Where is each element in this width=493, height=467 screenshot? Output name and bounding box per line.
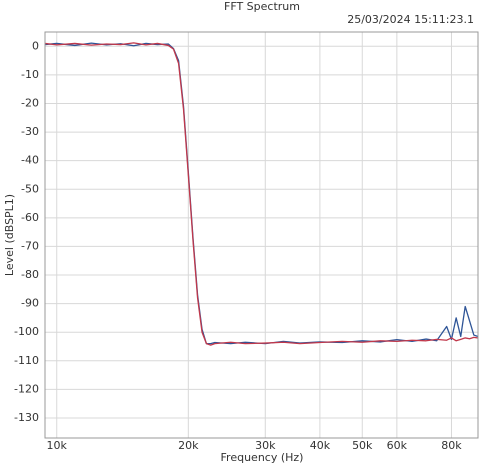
x-tick-label: 80k	[441, 439, 462, 452]
y-tick-label: -20	[21, 96, 39, 109]
plot-border	[44, 31, 479, 439]
y-tick-label: -80	[21, 268, 39, 281]
y-tick-label: -110	[14, 354, 39, 367]
y-tick-label: -120	[14, 382, 39, 395]
y-tick-label: -90	[21, 297, 39, 310]
y-tick-label: -30	[21, 125, 39, 138]
x-axis-label: Frequency (Hz)	[221, 451, 304, 464]
x-tick-label: 60k	[387, 439, 408, 452]
x-tick-label: 40k	[310, 439, 331, 452]
x-tick-label: 20k	[178, 439, 199, 452]
series-line	[44, 42, 479, 346]
chart-title: FFT Spectrum	[224, 0, 300, 13]
y-tick-label: -100	[14, 325, 39, 338]
y-tick-label: -70	[21, 239, 39, 252]
y-tick-label: -40	[21, 154, 39, 167]
x-tick-label: 50k	[352, 439, 373, 452]
y-tick-label: -60	[21, 211, 39, 224]
y-tick-label: -50	[21, 182, 39, 195]
timestamp: 25/03/2024 15:11:23.1	[347, 13, 474, 26]
plot-area	[44, 31, 479, 439]
y-tick-label: 0	[32, 39, 39, 52]
y-axis-label: Level (dBSPL1)	[3, 194, 16, 276]
y-tick-label: -10	[21, 68, 39, 81]
x-tick-label: 30k	[255, 439, 276, 452]
y-tick-label: -130	[14, 411, 39, 424]
x-tick-label: 10k	[47, 439, 68, 452]
